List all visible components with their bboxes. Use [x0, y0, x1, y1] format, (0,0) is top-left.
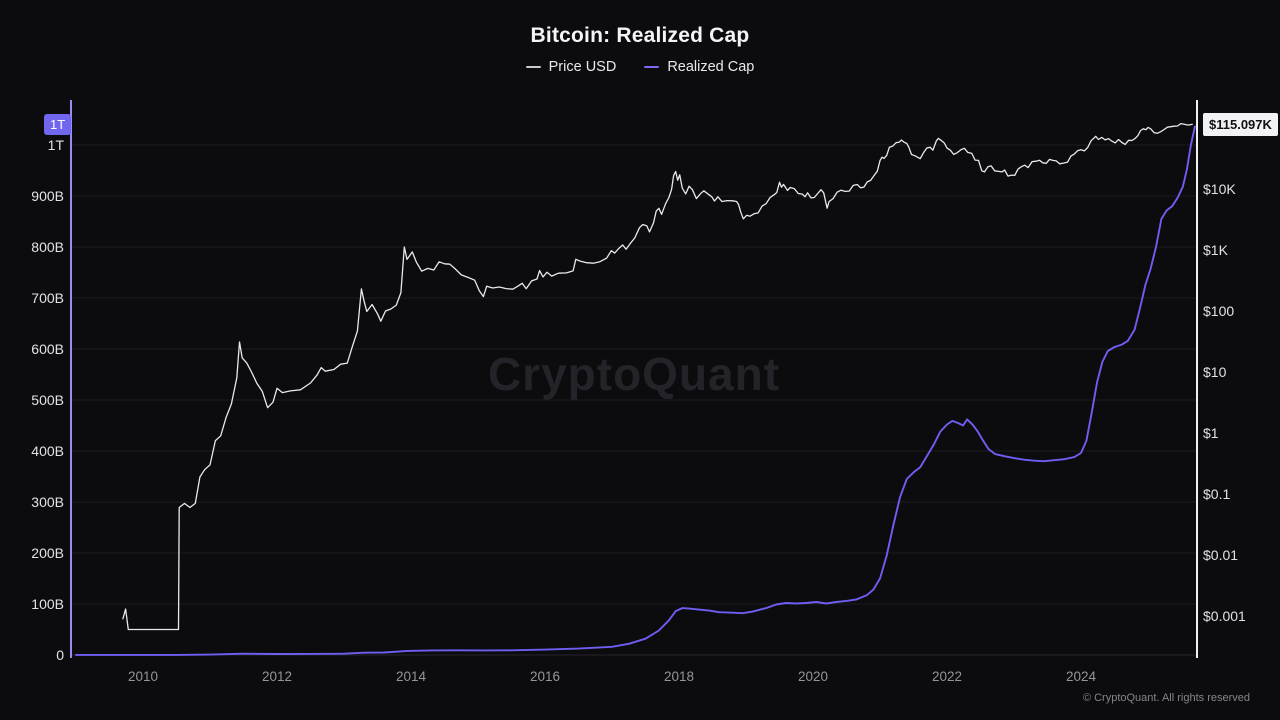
price-line	[122, 122, 1193, 631]
x-axis-tick-label: 2024	[1065, 669, 1097, 684]
x-axis-tick-label: 2014	[395, 669, 427, 684]
left-axis-tick-label: 400B	[31, 443, 64, 459]
right-axis-tick-label: $0.001	[1203, 608, 1246, 624]
left-axis-tick-label: 100B	[31, 596, 64, 612]
left-axis-tick-label: 900B	[31, 188, 64, 204]
realized-cap-current-value-badge: 1T	[44, 114, 72, 135]
left-axis-tick-label: 700B	[31, 290, 64, 306]
left-axis-tick-label: 600B	[31, 341, 64, 357]
chart-legend: Price USD Realized Cap	[0, 59, 1280, 75]
right-axis-tick-label: $10	[1203, 364, 1227, 380]
x-axis-tick-label: 2018	[663, 669, 695, 684]
copyright-notice: © CryptoQuant. All rights reserved	[1082, 692, 1250, 704]
right-axis-tick-label: $100	[1203, 303, 1235, 319]
x-axis-tick-label: 2016	[529, 669, 561, 684]
right-y-axis-price: $10K $1K $100 $10 $1 $0.1 $0.01 $0.001	[1203, 0, 1280, 720]
right-axis-tick-label: $1	[1203, 425, 1219, 441]
left-axis-tick-label: 1T	[47, 137, 64, 153]
realized-cap-line-swatch	[644, 66, 660, 68]
price-usd-line-swatch	[525, 66, 541, 68]
right-axis-tick-label: $10K	[1203, 181, 1236, 197]
right-axis-tick-label: $0.1	[1203, 486, 1231, 502]
page-title: Bitcoin: Realized Cap	[530, 24, 750, 47]
x-axis-tick-label: 2022	[931, 669, 963, 684]
left-axis-tick-label: 800B	[31, 239, 64, 255]
left-axis-tick-label: 300B	[31, 494, 64, 510]
right-axis-tick-label: $0.01	[1203, 547, 1239, 563]
legend-item-realized-cap[interactable]: Realized Cap	[644, 59, 754, 75]
cryptoquant-watermark: CryptoQuant	[487, 348, 781, 400]
price-current-value-badge: $115.097K	[1203, 113, 1278, 136]
legend-label-realized-cap: Realized Cap	[667, 59, 755, 75]
legend-label-price-usd: Price USD	[548, 59, 617, 75]
x-axis-tick-label: 2012	[261, 669, 293, 684]
legend-item-price-usd[interactable]: Price USD	[525, 59, 617, 75]
left-axis-tick-label: 0	[56, 647, 64, 663]
x-axis-tick-label: 2010	[127, 669, 159, 684]
x-axis-tick-label: 2020	[797, 669, 829, 684]
chart-header: Bitcoin: Realized Cap Price USD Realized…	[0, 0, 1280, 75]
left-y-axis-realized-cap: 1T 900B 800B 700B 600B 500B 400B 300B 200B 100B 0	[0, 0, 66, 720]
left-axis-tick-label: 200B	[31, 545, 64, 561]
right-axis-tick-label: $1K	[1203, 242, 1228, 258]
left-axis-tick-label: 500B	[31, 392, 64, 408]
realized-cap-line	[75, 125, 1196, 656]
